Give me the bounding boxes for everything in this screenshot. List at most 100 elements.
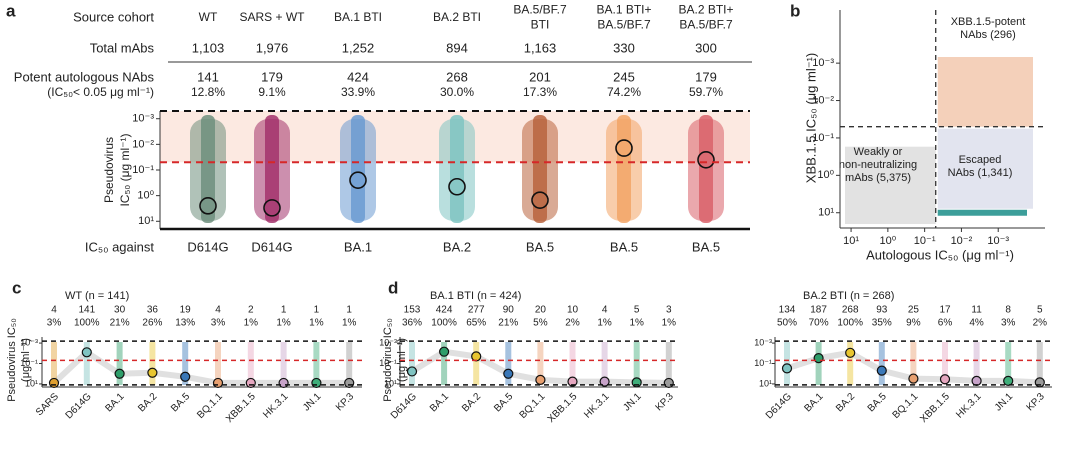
- strip: [847, 342, 854, 385]
- percent: 35%: [872, 318, 892, 329]
- annotation: non-neutralizing: [839, 159, 917, 171]
- median: [663, 377, 674, 389]
- x-axis-label: Autologous IC₅₀ (μg ml⁻¹): [866, 247, 1014, 262]
- potent-percent: 74.2%: [607, 85, 641, 99]
- count: 19: [180, 305, 192, 316]
- swarm-core: [617, 115, 631, 223]
- potent-count: 424: [347, 69, 369, 84]
- strip: [569, 342, 576, 385]
- y-tick-label: 10⁻¹: [812, 132, 834, 144]
- median: [971, 375, 982, 386]
- percent: 1%: [244, 318, 259, 329]
- count: 268: [842, 305, 859, 316]
- y-tick-label: 10⁻³: [132, 113, 154, 125]
- against-label: D614G: [251, 239, 292, 254]
- count: 93: [876, 305, 888, 316]
- cohort-label: BA.2 BTI: [433, 10, 481, 24]
- strip: [247, 342, 254, 385]
- panel-title: BA.1 BTI (n = 424): [430, 290, 521, 302]
- median: [311, 377, 322, 389]
- strip: [116, 342, 123, 385]
- panel-title: BA.2 BTI (n = 268): [803, 290, 894, 302]
- cohort-label: BA.2 BTI+: [678, 3, 733, 17]
- y-tick-label: 10⁻³: [20, 337, 38, 347]
- potent-count: 179: [261, 69, 283, 84]
- strip: [878, 342, 885, 385]
- potent-percent: 12.8%: [191, 85, 225, 99]
- count: 36: [147, 305, 159, 316]
- count: 1: [281, 305, 287, 316]
- percent: 100%: [431, 318, 457, 329]
- y-tick-label: 10⁻³: [754, 337, 772, 347]
- x-tick-label: JN.1: [621, 391, 644, 414]
- against-label: BA.1: [344, 239, 372, 254]
- percent: 3%: [47, 318, 62, 329]
- x-tick-label: HK.3.1: [954, 391, 984, 421]
- median: [199, 197, 217, 215]
- count: 2: [248, 305, 254, 316]
- median: [697, 150, 715, 169]
- strip: [346, 342, 353, 385]
- y-tick-label: 10⁻¹: [754, 358, 772, 368]
- x-tick-label: BA.5: [866, 391, 889, 414]
- median: [278, 377, 289, 389]
- against-label: D614G: [187, 239, 228, 254]
- median: [406, 366, 418, 377]
- swarm-core: [351, 115, 365, 223]
- percent: 2%: [1033, 318, 1048, 329]
- x-tick-label: XBB.1.5: [224, 391, 258, 425]
- potent-percent: 17.3%: [523, 85, 557, 99]
- y-tick-label: 10⁻³: [379, 337, 397, 347]
- x-tick-label: BA.1: [103, 391, 126, 414]
- y-tick-label: 10¹: [818, 207, 834, 219]
- x-tick-label: BQ.1.1: [195, 391, 225, 421]
- x-tick-label: KP.3: [334, 391, 357, 414]
- potent-region: [937, 57, 1033, 127]
- y-tick-label: 10¹: [384, 378, 397, 388]
- percent: 100%: [837, 318, 863, 329]
- x-tick-label: XBB.1.5: [918, 391, 952, 425]
- x-tick-label: 10¹: [843, 235, 859, 247]
- percent: 1%: [629, 318, 644, 329]
- percent: 65%: [466, 318, 486, 329]
- panel-label: c: [12, 278, 21, 297]
- panel-label: a: [6, 1, 16, 20]
- strip: [633, 342, 640, 385]
- total-mabs: 1,163: [524, 40, 557, 55]
- label: IC₅₀ against: [85, 239, 155, 254]
- count: 141: [78, 305, 95, 316]
- count: 8: [1005, 305, 1011, 316]
- count: 25: [908, 305, 920, 316]
- potent-count: 268: [446, 69, 468, 84]
- median: [212, 377, 224, 389]
- against-label: BA.5: [526, 239, 554, 254]
- percent: 3%: [211, 318, 226, 329]
- percent: 21%: [498, 318, 518, 329]
- x-tick-label: SARS: [34, 391, 61, 418]
- strip: [215, 342, 221, 385]
- swarm-core: [450, 115, 464, 223]
- median: [813, 353, 824, 364]
- count: 5: [1037, 305, 1043, 316]
- median: [845, 347, 856, 358]
- median: [615, 139, 633, 157]
- count: 134: [779, 305, 796, 316]
- percent: 4%: [969, 318, 984, 329]
- median: [1003, 375, 1014, 386]
- potent-count: 245: [613, 69, 635, 84]
- count: 1: [346, 305, 352, 316]
- y-tick-label: 10¹: [25, 378, 38, 388]
- x-tick-label: D614G: [764, 391, 794, 421]
- x-tick-label: KP.3: [1025, 391, 1048, 414]
- count: 11: [971, 305, 982, 316]
- count: 30: [114, 305, 126, 316]
- percent: 9%: [906, 318, 921, 329]
- total-mabs: 1,976: [256, 40, 289, 55]
- x-tick-label: BA.2: [834, 391, 857, 414]
- swarm-core: [265, 115, 279, 223]
- cohort-label: BA.1 BTI: [334, 10, 382, 24]
- median: [448, 177, 466, 196]
- y-tick-label: 10¹: [759, 378, 772, 388]
- median: [114, 368, 125, 379]
